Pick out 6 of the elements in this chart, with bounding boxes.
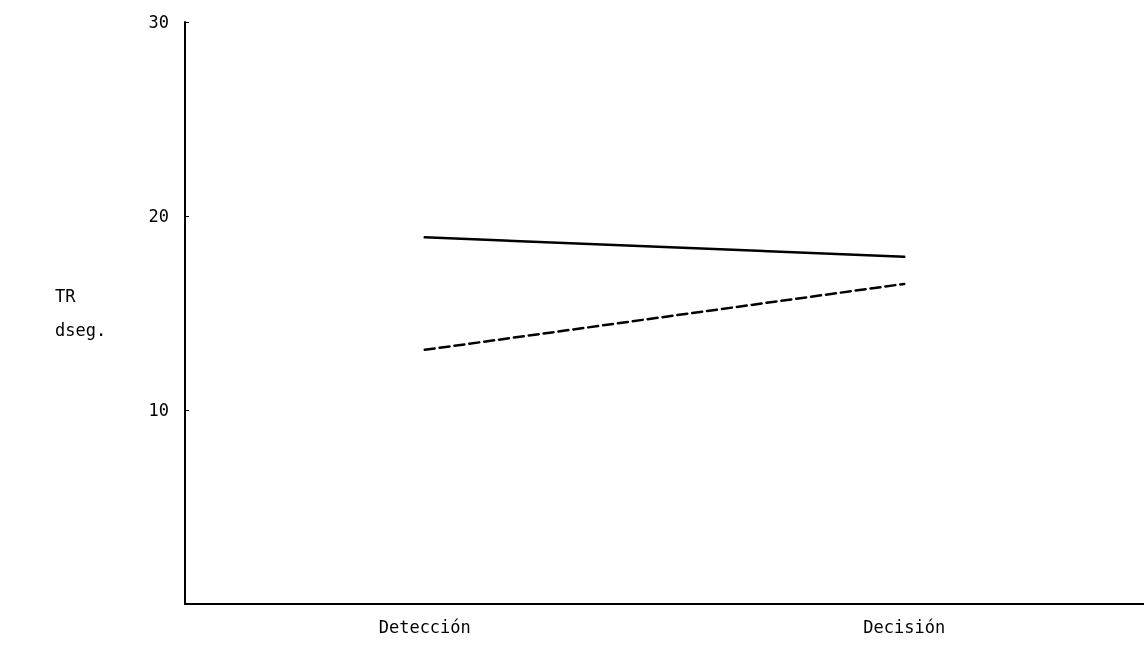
y-tick-label: 20	[148, 206, 169, 226]
y-tick-label: 10	[148, 400, 169, 420]
x-tick-label: Detección	[378, 616, 471, 637]
y-axis-title: TR dseg.	[55, 286, 107, 340]
y-tick-label: 30	[148, 12, 169, 32]
x-tick-label: Decisión	[863, 616, 946, 637]
